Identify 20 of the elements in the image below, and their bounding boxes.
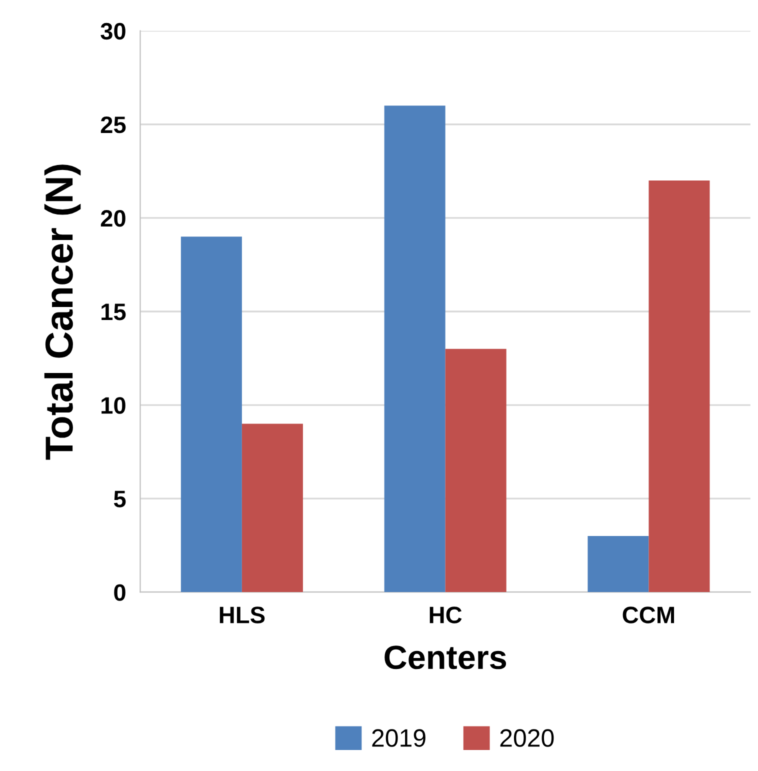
bar xyxy=(242,424,303,592)
legend-label: 2020 xyxy=(500,729,554,747)
x-axis-title: Centers xyxy=(384,646,506,670)
y-tick-label: 30 xyxy=(100,22,126,40)
y-tick-label: 15 xyxy=(102,304,126,320)
y-tick-label: 10 xyxy=(102,397,126,414)
y-tick-label: 5 xyxy=(114,490,126,508)
legend-label: 2019 xyxy=(372,729,426,747)
bar xyxy=(648,180,710,592)
y-axis-title: Total Cancer (N) xyxy=(44,164,81,460)
y-tick-label: 20 xyxy=(100,210,126,227)
y-tick-label: 25 xyxy=(100,116,126,134)
y-tick-label: 0 xyxy=(114,584,126,601)
x-tick-label: HC xyxy=(430,606,462,624)
x-tick-label: CCM xyxy=(622,606,674,624)
x-tick-label: HLS xyxy=(220,606,265,624)
bar xyxy=(445,348,506,592)
bar xyxy=(180,236,242,592)
bar xyxy=(384,106,446,592)
bar xyxy=(588,536,649,592)
